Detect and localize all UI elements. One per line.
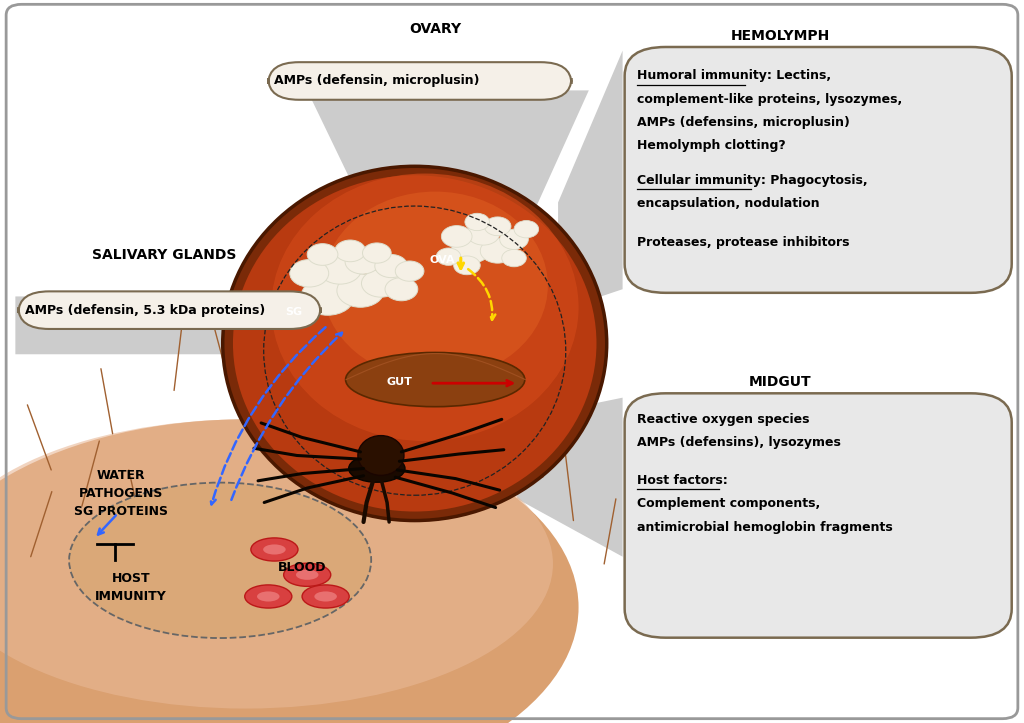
Text: GUT: GUT [386,377,413,387]
Text: OVARY: OVARY [410,22,461,36]
Circle shape [318,254,361,284]
Ellipse shape [348,455,406,482]
Ellipse shape [233,175,596,512]
Circle shape [375,254,408,278]
Circle shape [484,217,511,236]
Text: AMPs (defensin, microplusin): AMPs (defensin, microplusin) [274,74,480,87]
Circle shape [441,226,472,247]
Circle shape [465,213,489,231]
Circle shape [307,244,338,265]
Text: Reactive oxygen species: Reactive oxygen species [637,413,809,426]
Ellipse shape [284,563,331,586]
Circle shape [436,248,461,265]
Polygon shape [517,398,623,557]
Circle shape [345,249,380,274]
Text: Host factors:: Host factors: [637,474,728,487]
Circle shape [454,256,480,275]
FancyBboxPatch shape [625,393,1012,638]
Ellipse shape [296,570,318,580]
Text: AMPs (defensins, microplusin): AMPs (defensins, microplusin) [637,116,850,129]
Text: OVA: OVA [429,255,456,265]
Text: SALIVARY GLANDS: SALIVARY GLANDS [92,248,236,262]
Text: Proteases, protease inhibitors: Proteases, protease inhibitors [637,236,850,249]
Text: Cellular immunity: Phagocytosis,: Cellular immunity: Phagocytosis, [637,174,867,187]
Circle shape [337,274,384,307]
Circle shape [467,222,500,245]
Ellipse shape [251,538,298,561]
Circle shape [290,260,329,287]
Circle shape [301,278,354,315]
Circle shape [480,239,515,263]
Polygon shape [558,51,623,311]
Ellipse shape [358,435,403,476]
FancyBboxPatch shape [268,62,571,100]
Text: encapsulation, nodulation: encapsulation, nodulation [637,197,819,210]
Text: antimicrobial hemoglobin fragments: antimicrobial hemoglobin fragments [637,521,893,534]
Ellipse shape [223,166,606,521]
Circle shape [362,243,391,263]
Polygon shape [15,296,343,354]
Circle shape [395,261,424,281]
Ellipse shape [314,591,337,602]
Text: Complement components,: Complement components, [637,497,820,510]
Text: SG: SG [286,307,302,317]
Text: Humoral immunity: Lectins,: Humoral immunity: Lectins, [637,69,831,82]
Circle shape [335,240,366,262]
Circle shape [502,249,526,267]
Ellipse shape [302,585,349,608]
Circle shape [452,236,490,263]
Ellipse shape [263,544,286,555]
Text: HOST
IMMUNITY: HOST IMMUNITY [95,572,167,602]
Text: BLOOD: BLOOD [278,561,327,574]
Ellipse shape [0,419,579,723]
Circle shape [385,278,418,301]
Ellipse shape [245,585,292,608]
FancyBboxPatch shape [18,291,321,329]
Text: AMPs (defensin, 5.3 kDa proteins): AMPs (defensin, 5.3 kDa proteins) [25,304,265,317]
Polygon shape [307,90,589,260]
Circle shape [500,229,528,249]
Text: AMPs (defensins), lysozymes: AMPs (defensins), lysozymes [637,436,841,449]
Text: Hemolymph clotting?: Hemolymph clotting? [637,139,785,152]
Text: WATER
PATHOGENS
SG PROTEINS: WATER PATHOGENS SG PROTEINS [74,469,168,518]
Ellipse shape [323,192,548,380]
Text: complement-like proteins, lysozymes,: complement-like proteins, lysozymes, [637,93,902,106]
Ellipse shape [346,352,524,406]
Ellipse shape [70,483,372,638]
Circle shape [514,221,539,238]
Text: MIDGUT: MIDGUT [749,375,812,389]
Ellipse shape [257,591,280,602]
Circle shape [361,270,400,297]
Text: HEMOLYMPH: HEMOLYMPH [731,30,829,43]
Ellipse shape [271,174,579,441]
FancyBboxPatch shape [625,47,1012,293]
Ellipse shape [0,419,553,709]
